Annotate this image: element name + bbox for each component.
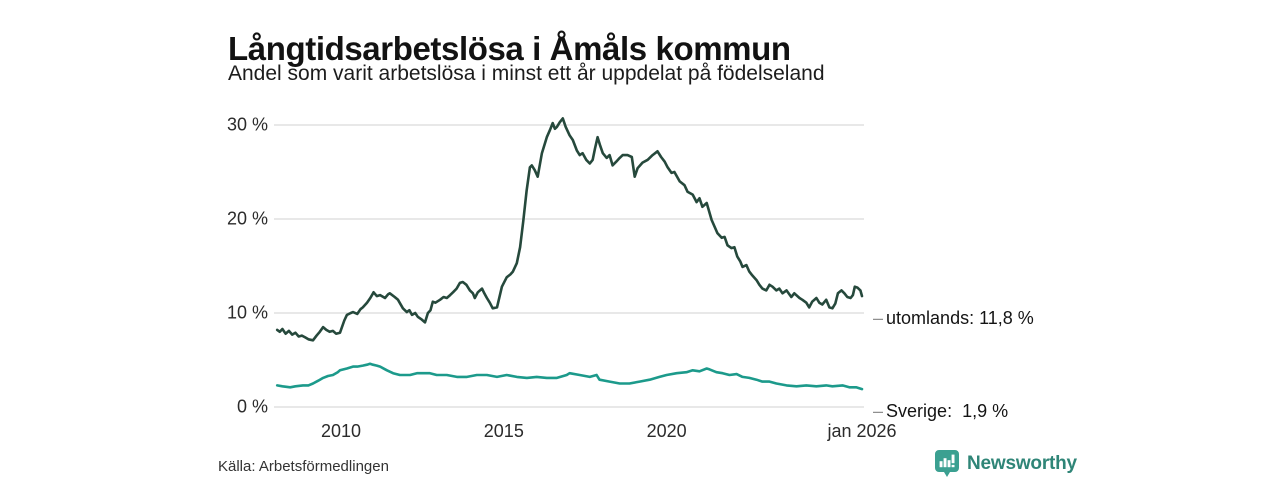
series-label-utomlands: – utomlands: 11,8 % (863, 285, 1034, 329)
newsworthy-logo-text: Newsworthy (967, 452, 1077, 474)
series-label-sverige: – Sverige: 1,9 % (863, 378, 1008, 422)
series-label-connector-dash: – (873, 401, 884, 421)
y-axis-tick-label: 10 % (226, 302, 268, 323)
series-label-sverige-text: Sverige: 1,9 % (886, 401, 1009, 421)
series-label-connector-dash: – (873, 308, 884, 328)
x-axis-tick-label: 2015 (483, 421, 524, 441)
x-axis-tick-label: 2010 (320, 421, 362, 441)
line-series-Sverige (275, 362, 864, 391)
line-series-utomlands (275, 117, 864, 342)
newsworthy-logo[interactable]: Newsworthy (934, 449, 1077, 478)
series-label-utomlands-text: utomlands: 11,8 % (886, 308, 1034, 328)
newsworthy-bar-chart-bubble-icon (935, 450, 959, 477)
x-axis-tick-label: 2020 (646, 421, 687, 441)
y-axis-tick-label: 0 % (236, 396, 268, 417)
page-title: Långtidsarbetslösa i Åmåls kommun (228, 30, 791, 68)
chart-subtitle: Andel som varit arbetslösa i minst ett å… (228, 62, 825, 85)
y-axis-tick-label: 20 % (226, 208, 268, 229)
y-axis-tick-label: 30 % (226, 114, 268, 135)
source-attribution: Källa: Arbetsförmedlingen (218, 458, 389, 475)
x-axis-tick-label: jan 2026 (827, 421, 897, 441)
